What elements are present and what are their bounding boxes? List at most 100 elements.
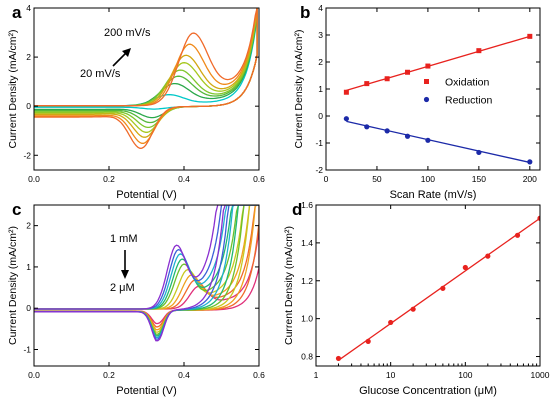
x-tick-label: 10 bbox=[386, 370, 396, 380]
x-axis-label: Potential (V) bbox=[116, 189, 177, 201]
x-tick-label: 0 bbox=[324, 174, 329, 184]
data-point bbox=[537, 215, 540, 221]
plot-area bbox=[335, 215, 540, 362]
y-tick-label: 2 bbox=[26, 221, 31, 231]
y-tick-label: 0 bbox=[26, 101, 31, 111]
data-point bbox=[365, 338, 371, 344]
y-axis-label: Current Density (mA/cm²) bbox=[293, 29, 305, 148]
annotation-top: 1 mM bbox=[110, 233, 138, 245]
panel-d: 1 10 100 1000 0.8 1.0 1.2 1.4 1.6 Glucose Concent… bbox=[283, 200, 550, 397]
y-tick-label: 1.4 bbox=[301, 238, 313, 248]
data-point bbox=[364, 124, 370, 130]
plot-frame bbox=[325, 7, 541, 171]
data-point bbox=[335, 355, 342, 362]
fit-line bbox=[346, 35, 530, 91]
plot-area bbox=[343, 33, 533, 165]
panel-b: Oxidation Reduction 0 50 100 150 200 -2 -1 0 1 2 3 4 S… bbox=[293, 3, 541, 201]
y-tick-label: -2 bbox=[23, 150, 31, 160]
data-point bbox=[364, 81, 370, 87]
y-tick-label: 4 bbox=[318, 3, 323, 13]
plot-area bbox=[34, 8, 258, 149]
y-tick-label: 2 bbox=[26, 52, 31, 62]
data-point bbox=[476, 48, 482, 54]
data-point bbox=[343, 89, 349, 95]
series-line bbox=[34, 205, 259, 340]
x-tick-label: 0.2 bbox=[103, 370, 115, 380]
y-tick-label: 3 bbox=[318, 30, 323, 40]
fit-line bbox=[338, 217, 540, 361]
x-tick-label: 0.6 bbox=[253, 174, 265, 184]
data-point bbox=[440, 285, 446, 291]
panel-c: 1 mM 2 μM 0.0 0.2 0.4 0.6 -1 0 1 2 Potential (V) Cu… bbox=[7, 200, 265, 397]
y-tick-label: 2 bbox=[318, 57, 323, 67]
x-tick-label: 50 bbox=[372, 174, 382, 184]
series-line bbox=[34, 8, 258, 149]
x-tick-label: 0.0 bbox=[28, 174, 40, 184]
legend: Oxidation Reduction bbox=[423, 77, 492, 107]
x-axis-label: Scan Rate (mV/s) bbox=[390, 189, 477, 201]
panel-label: c bbox=[12, 200, 21, 219]
y-tick-label: 4 bbox=[26, 3, 31, 13]
panel-label: b bbox=[300, 3, 310, 22]
series-line bbox=[34, 205, 259, 342]
fit-line bbox=[346, 120, 530, 164]
x-tick-label: 1000 bbox=[531, 370, 550, 380]
data-point bbox=[384, 76, 390, 82]
panel-label: d bbox=[292, 200, 302, 219]
y-tick-label: 1.0 bbox=[301, 314, 313, 324]
y-axis-label: Current Density (mA/cm²) bbox=[283, 226, 295, 345]
data-point bbox=[425, 137, 431, 143]
data-point bbox=[410, 306, 416, 312]
legend-label: Oxidation bbox=[445, 77, 490, 89]
legend-label: Reduction bbox=[445, 95, 492, 107]
y-axis-label: Current Density (mA/cm²) bbox=[7, 226, 19, 345]
data-point bbox=[343, 116, 349, 122]
y-tick-label: 0.8 bbox=[301, 352, 313, 362]
y-tick-label: 1.6 bbox=[301, 200, 313, 210]
plot-frame bbox=[33, 7, 260, 171]
annotation-bottom: 2 μM bbox=[110, 282, 135, 294]
x-tick-label: 100 bbox=[421, 174, 435, 184]
data-point bbox=[404, 133, 411, 139]
annotation-top: 200 mV/s bbox=[104, 27, 151, 39]
data-point bbox=[527, 33, 533, 39]
annotation-bottom: 20 mV/s bbox=[80, 68, 121, 80]
data-point bbox=[527, 159, 533, 165]
data-point bbox=[485, 253, 491, 259]
data-point bbox=[384, 128, 390, 134]
y-tick-label: -1 bbox=[23, 344, 31, 354]
x-axis-label: Potential (V) bbox=[116, 385, 177, 397]
data-point bbox=[514, 232, 521, 238]
panel-label: a bbox=[12, 3, 22, 22]
data-point bbox=[405, 69, 411, 75]
plot-frame bbox=[315, 204, 541, 367]
x-tick-label: 150 bbox=[472, 174, 486, 184]
y-tick-label: -2 bbox=[315, 165, 323, 175]
data-point bbox=[462, 264, 468, 271]
y-tick-label: 1 bbox=[318, 84, 323, 94]
y-tick-label: 0 bbox=[318, 111, 323, 121]
data-point bbox=[476, 149, 482, 156]
legend-marker bbox=[423, 96, 430, 103]
y-tick-label: 0 bbox=[26, 303, 31, 313]
arrow-head bbox=[121, 270, 129, 279]
legend-marker bbox=[424, 79, 429, 84]
plot-frame bbox=[33, 204, 260, 367]
x-tick-label: 1 bbox=[314, 370, 319, 380]
y-axis-label: Current Density (mA/cm²) bbox=[7, 29, 19, 148]
x-tick-label: 200 bbox=[523, 174, 537, 184]
data-point bbox=[388, 319, 394, 326]
plot-area bbox=[34, 205, 259, 342]
arrow-head bbox=[122, 48, 131, 57]
y-tick-label: -1 bbox=[315, 138, 323, 148]
panel-a: 200 mV/s 20 mV/s 0.0 0.2 0.4 0.6 -2 0 2 4 Potentia… bbox=[7, 3, 265, 201]
data-point bbox=[425, 63, 431, 69]
x-tick-label: 0.4 bbox=[178, 174, 190, 184]
x-tick-label: 100 bbox=[458, 370, 472, 380]
x-tick-label: 0.4 bbox=[178, 370, 190, 380]
x-tick-label: 0.6 bbox=[253, 370, 265, 380]
y-tick-label: 1 bbox=[26, 262, 31, 272]
x-tick-label: 0.0 bbox=[28, 370, 40, 380]
